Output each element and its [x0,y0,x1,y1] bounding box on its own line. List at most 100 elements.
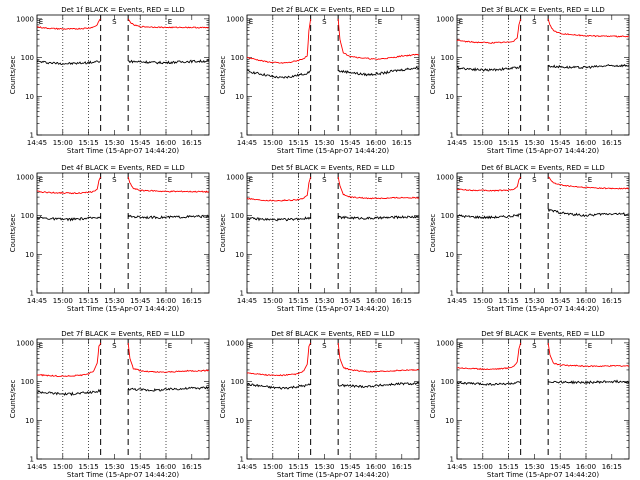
y-axis-label: Counts/sec [429,380,437,419]
y-tick-label: 10 [25,93,34,101]
y-tick-label: 1 [240,290,244,298]
events-series-line [547,379,630,385]
x-tick-label: 16:15 [182,139,202,147]
plot-frame [36,338,210,460]
y-tick-label: 10 [445,417,454,425]
x-tick-label: 15:15 [79,297,99,305]
y-tick-label: 1000 [436,339,454,347]
x-tick-label: 15:45 [550,139,570,147]
marker-s: S [322,18,327,26]
marker-e: E [39,342,43,350]
lld-series-line [456,18,522,44]
x-tick-label: 14:45 [447,463,467,471]
x-tick-label: 15:30 [524,463,544,471]
lld-series-line [547,18,630,38]
x-tick-label: 15:00 [263,297,283,305]
x-tick-label: 15:15 [289,139,309,147]
y-tick-label: 1000 [226,173,244,181]
panel-title: Det 2f BLACK = Events, RED = LLD [271,6,394,14]
x-tick-label: 15:15 [289,463,309,471]
plot-frame [456,14,630,136]
marker-s: S [532,18,537,26]
panel-title: Det 1f BLACK = Events, RED = LLD [61,6,184,14]
y-tick-label: 1 [30,132,34,140]
x-tick-label: 15:30 [314,297,334,305]
y-axis-label: Counts/sec [219,56,227,95]
x-tick-label: 16:15 [392,139,412,147]
marker-e: E [588,342,592,350]
x-tick-label: 16:00 [366,463,386,471]
lld-series-line [337,18,420,60]
x-tick-label: 15:00 [473,139,493,147]
x-tick-label: 16:00 [366,297,386,305]
marker-e: E [168,342,172,350]
plot-frame [246,338,420,460]
x-tick-label: 16:00 [156,139,176,147]
events-series-line [456,65,521,72]
x-tick-label: 14:45 [447,139,467,147]
lld-series-line [337,176,420,200]
y-axis-label: Counts/sec [429,214,437,253]
x-tick-label: 16:00 [156,463,176,471]
panel-title: Det 9f BLACK = Events, RED = LLD [481,330,604,338]
x-axis-label: Start Time (15-Apr-07 14:44:20) [277,471,389,479]
events-series-line [547,63,630,70]
y-axis-label: Counts/sec [429,56,437,95]
x-tick-label: 15:45 [130,463,150,471]
y-tick-label: 10 [445,93,454,101]
events-series-line [246,69,311,79]
y-tick-label: 1 [240,132,244,140]
y-tick-label: 100 [231,54,244,62]
events-series-line [246,382,311,390]
events-series-line [337,382,420,389]
x-tick-label: 15:45 [550,463,570,471]
events-series-line [128,59,210,65]
x-tick-label: 15:30 [314,463,334,471]
y-tick-label: 1 [450,290,454,298]
y-tick-label: 1 [450,456,454,464]
marker-e: E [249,342,253,350]
plot-frame [36,172,210,294]
lld-series-line [456,176,522,192]
y-tick-label: 100 [441,54,454,62]
y-tick-label: 1000 [436,15,454,23]
plot-frame [246,172,420,294]
lld-series-line [246,18,312,64]
marker-s: S [532,176,537,184]
events-series-line [36,388,101,397]
x-tick-label: 15:30 [524,139,544,147]
lld-series-line [127,18,209,29]
x-axis-label: Start Time (15-Apr-07 14:44:20) [67,305,179,313]
y-tick-label: 10 [25,417,34,425]
x-tick-label: 16:15 [602,297,622,305]
x-tick-label: 16:15 [182,463,202,471]
lld-series-line [127,342,210,373]
x-tick-label: 14:45 [27,297,47,305]
y-axis-label: Counts/sec [9,214,17,253]
events-series-line [547,208,630,218]
panel-title: Det 4f BLACK = Events, RED = LLD [61,164,184,172]
x-tick-label: 16:00 [156,297,176,305]
x-axis-label: Start Time (15-Apr-07 14:44:20) [487,147,599,155]
y-tick-label: 1 [30,456,34,464]
panel-det-2: Det 2f BLACK = Events, RED = LLD 1 10 100 10… [219,6,420,155]
events-series-line [456,381,521,386]
x-tick-label: 15:45 [130,297,150,305]
y-tick-label: 10 [235,93,244,101]
lld-series-line [246,176,312,202]
x-tick-label: 14:45 [27,463,47,471]
x-tick-label: 15:00 [53,463,73,471]
events-series-line [36,60,101,66]
y-tick-label: 1000 [16,15,34,23]
events-series-line [36,215,101,222]
panel-det-4: Det 4f BLACK = Events, RED = LLD 1 10 100 10… [9,164,210,313]
x-tick-label: 15:45 [130,139,150,147]
x-tick-label: 15:00 [263,463,283,471]
plot-frame [456,172,630,294]
x-tick-label: 16:00 [576,139,596,147]
x-tick-label: 16:00 [576,463,596,471]
x-tick-label: 15:30 [104,139,124,147]
x-tick-label: 14:45 [237,463,257,471]
y-tick-label: 1000 [16,173,34,181]
